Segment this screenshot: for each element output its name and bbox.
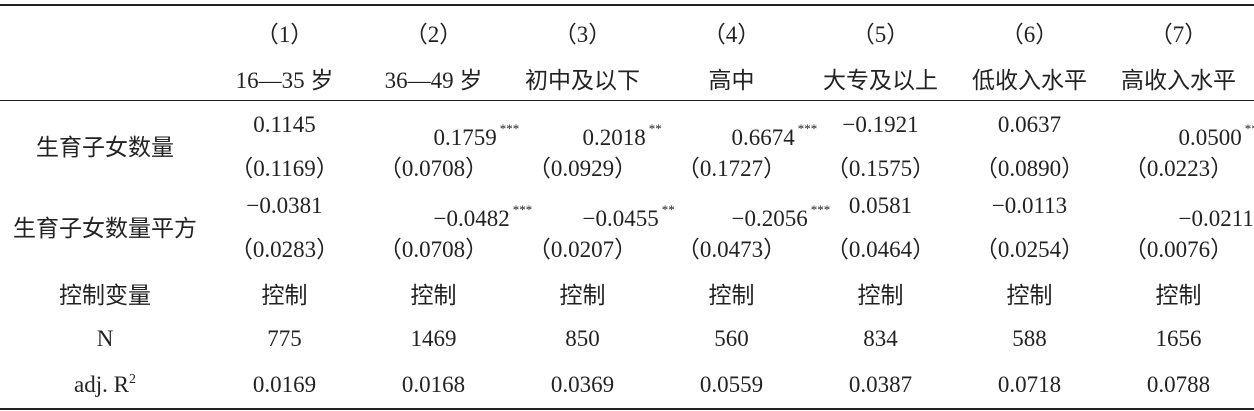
column-group: 初中及以下 (525, 68, 640, 93)
column-group: 16—35 岁 (235, 68, 334, 93)
header-rule (0, 100, 1254, 101)
column-number: （3） (553, 22, 612, 47)
coef-value: −0.2056 *** (731, 202, 831, 231)
cell: 834 (863, 326, 898, 351)
cell: 控制 (410, 283, 457, 308)
row-label: 生育子女数量 (36, 135, 174, 160)
standard-error: （0.0223） (1123, 156, 1234, 181)
cell: 0.0559 (699, 372, 764, 397)
cell: 1469 (410, 326, 457, 351)
cell: 0.0788 (1146, 372, 1211, 397)
cell: 1656 (1155, 326, 1202, 351)
cell: 850 (565, 326, 600, 351)
coef-value: 0.1759 *** (433, 121, 520, 150)
coefficient: −0.1921 (842, 112, 918, 138)
cell: 0.0168 (401, 372, 466, 397)
coefficient: 0.0637 (998, 112, 1061, 138)
standard-error: （0.0464） (825, 237, 936, 262)
coef-value: −0.0113 (991, 193, 1068, 218)
coef-value: 0.0500** (1179, 121, 1254, 151)
significance: ** (1244, 121, 1254, 136)
coefficient: 0.1145 (253, 112, 315, 138)
coef-value: 0.2018 ** (582, 121, 662, 150)
coef-value: −0.0211*** (1178, 206, 1254, 231)
cell: 控制 (1006, 283, 1053, 308)
coefficient: −0.0381 (246, 193, 322, 219)
coefficient: −0.0113 (992, 193, 1067, 219)
standard-error: （0.0207） (527, 237, 638, 262)
column-group: 高收入水平 (1121, 68, 1236, 93)
coef-value: −0.0482 *** (433, 202, 533, 231)
standard-error: （0.1727） (676, 156, 787, 181)
standard-error: （0.0708） (378, 156, 489, 181)
top-rule (0, 4, 1254, 6)
coef-value: 0.0637 (997, 112, 1062, 137)
standard-error: （0.0929） (527, 156, 638, 181)
cell: 0.0718 (997, 372, 1062, 397)
cell: 控制 (559, 283, 606, 308)
column-number: （4） (702, 22, 761, 47)
standard-error: （0.1575） (825, 156, 936, 181)
cell: 0.0169 (252, 372, 317, 397)
significance: *** (512, 202, 533, 217)
column-group: 高中 (708, 68, 755, 93)
cell: 控制 (708, 283, 755, 308)
coef-value: −0.0455 ** (582, 202, 675, 231)
coef-value: −0.1921 (842, 112, 919, 137)
standard-error: （0.0283） (229, 237, 340, 262)
coef-value: 0.0581 (848, 193, 913, 218)
column-number: （2） (404, 22, 463, 47)
coefficient: 0.0581 (849, 193, 912, 219)
cell: 控制 (1155, 283, 1202, 308)
cell: 588 (1012, 326, 1047, 351)
significance: *** (810, 202, 831, 217)
cell: 560 (714, 326, 749, 351)
significance: ** (648, 121, 662, 136)
cell: 控制 (857, 283, 904, 308)
coef-value: −0.0381 (246, 193, 323, 218)
significance: *** (499, 121, 520, 136)
standard-error: （0.0708） (378, 237, 489, 262)
column-group: 低收入水平 (972, 68, 1087, 93)
cell: 0.0387 (848, 372, 913, 397)
row-label: 生育子女数量平方 (13, 216, 197, 241)
column-number: （7） (1149, 22, 1208, 47)
standard-error: （0.0890） (974, 156, 1085, 181)
column-number: （1） (255, 22, 314, 47)
significance: *** (797, 121, 818, 136)
standard-error: （0.0473） (676, 237, 787, 262)
column-group: 大专及以上 (823, 68, 938, 93)
coef-value: 0.6674 *** (731, 121, 818, 150)
row-label: N (96, 326, 114, 351)
row-label: adj. R2 (74, 372, 136, 397)
coef-value: 0.1145 (253, 112, 316, 137)
cell: 0.0369 (550, 372, 615, 397)
cell: 775 (267, 326, 302, 351)
cell: 控制 (261, 283, 308, 308)
column-number: （6） (1000, 22, 1059, 47)
bottom-rule (0, 408, 1254, 410)
standard-error: （0.1169） (230, 156, 339, 181)
standard-error: （0.0254） (974, 237, 1085, 262)
significance: ** (661, 202, 675, 217)
superscript: 2 (128, 372, 136, 387)
row-label: 控制变量 (59, 283, 151, 308)
column-group: 36—49 岁 (384, 68, 483, 93)
standard-error: （0.0076） (1123, 237, 1234, 262)
column-number: （5） (851, 22, 910, 47)
